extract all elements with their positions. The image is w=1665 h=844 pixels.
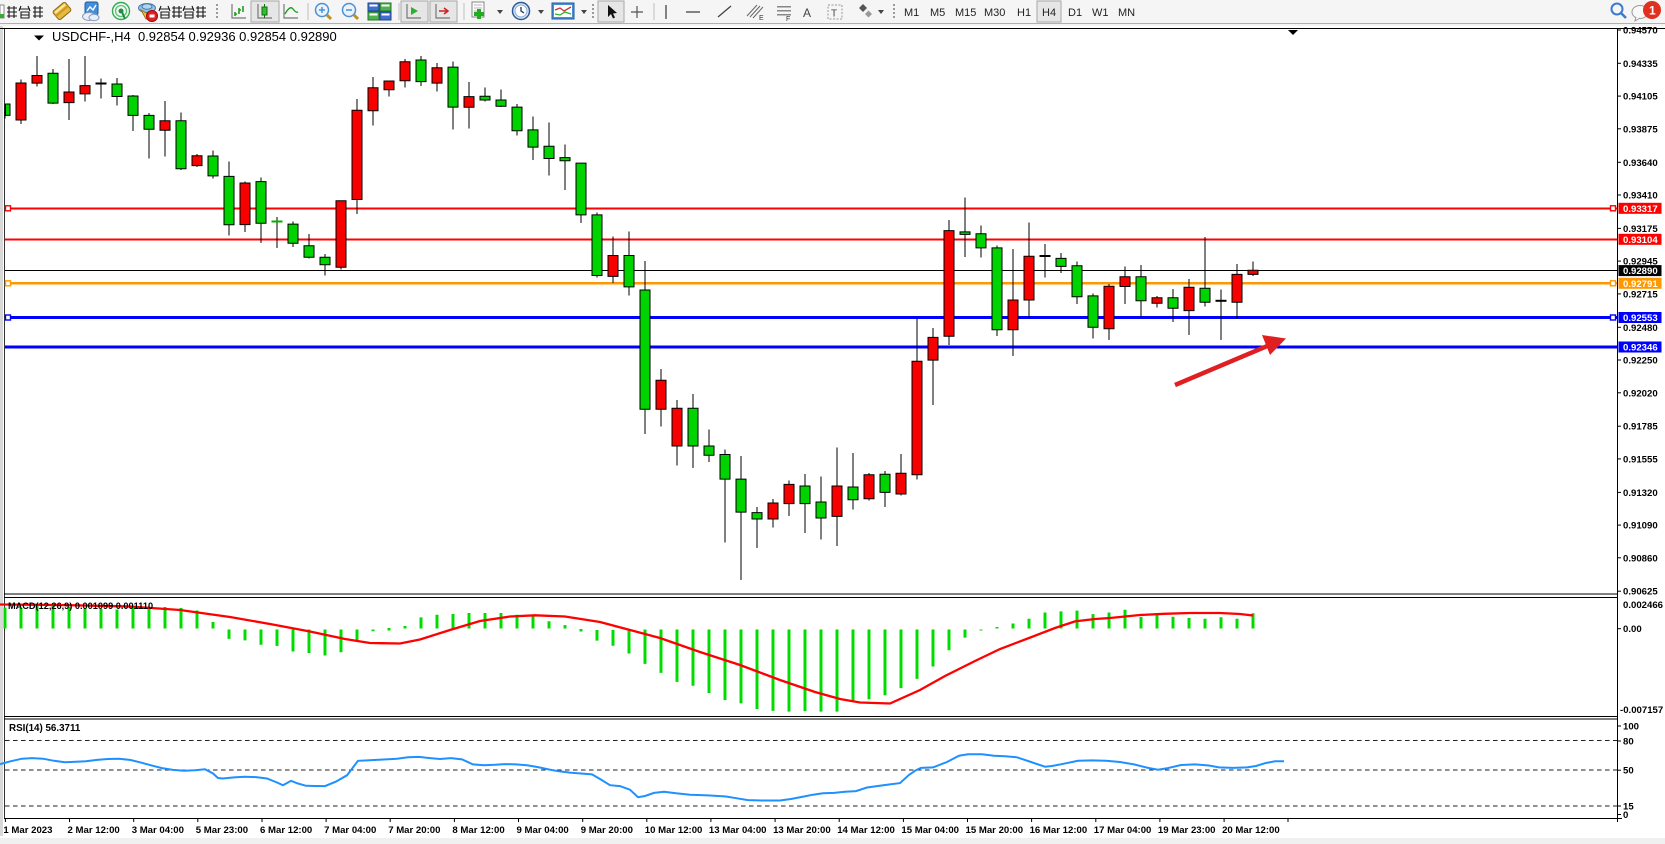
svg-text:0.002466: 0.002466 [1623, 600, 1663, 611]
svg-text:F: F [786, 16, 790, 23]
svg-text:0.91555: 0.91555 [1623, 454, 1658, 465]
svg-text:17 Mar 04:00: 17 Mar 04:00 [1094, 825, 1152, 836]
svg-text:3 Mar 04:00: 3 Mar 04:00 [132, 825, 184, 836]
svg-text:15 Mar 04:00: 15 Mar 04:00 [901, 825, 959, 836]
svg-text:8 Mar 12:00: 8 Mar 12:00 [452, 825, 504, 836]
svg-text:USDCHF-,H4 0.92854 0.92936 0.: USDCHF-,H4 0.92854 0.92936 0.92854 0.928… [52, 29, 337, 44]
svg-text:0.94105: 0.94105 [1623, 92, 1658, 103]
svg-text:0.92250: 0.92250 [1623, 356, 1658, 367]
svg-text:M5: M5 [930, 7, 945, 19]
svg-text:1: 1 [1649, 4, 1656, 18]
svg-text:50: 50 [1623, 766, 1634, 777]
svg-text:0.93317: 0.93317 [1623, 204, 1658, 215]
svg-text:0.92890: 0.92890 [1623, 266, 1658, 277]
svg-text:0.91090: 0.91090 [1623, 521, 1658, 532]
svg-text:M1: M1 [904, 7, 919, 19]
svg-text:H4: H4 [1042, 7, 1056, 19]
svg-text:9 Mar 20:00: 9 Mar 20:00 [581, 825, 633, 836]
svg-text:5 Mar 23:00: 5 Mar 23:00 [196, 825, 248, 836]
svg-text:0.90625: 0.90625 [1623, 587, 1658, 598]
svg-text:0.93410: 0.93410 [1623, 191, 1658, 202]
svg-text:W1: W1 [1092, 7, 1109, 19]
svg-text:2 Mar 12:00: 2 Mar 12:00 [68, 825, 120, 836]
svg-text:H1: H1 [1017, 7, 1031, 19]
svg-text:0.94570: 0.94570 [1623, 26, 1658, 37]
svg-text:13 Mar 20:00: 13 Mar 20:00 [773, 825, 831, 836]
svg-text:T: T [831, 9, 837, 20]
svg-text:0.91320: 0.91320 [1623, 488, 1658, 499]
svg-text:M15: M15 [955, 7, 976, 19]
svg-text:16 Mar 12:00: 16 Mar 12:00 [1030, 825, 1088, 836]
svg-text:80: 80 [1623, 737, 1634, 748]
svg-text:15: 15 [1623, 802, 1634, 813]
svg-text:7 Mar 20:00: 7 Mar 20:00 [388, 825, 440, 836]
svg-text:0.92715: 0.92715 [1623, 289, 1658, 300]
svg-text:0.92480: 0.92480 [1623, 323, 1658, 334]
svg-text:10 Mar 12:00: 10 Mar 12:00 [645, 825, 703, 836]
svg-text:7 Mar 04:00: 7 Mar 04:00 [324, 825, 376, 836]
svg-text:0.90860: 0.90860 [1623, 553, 1658, 564]
svg-text:13 Mar 04:00: 13 Mar 04:00 [709, 825, 767, 836]
svg-text:0.93640: 0.93640 [1623, 158, 1658, 169]
svg-text:0.94335: 0.94335 [1623, 59, 1658, 70]
svg-text:0.93104: 0.93104 [1623, 235, 1658, 246]
svg-text:E: E [759, 15, 764, 22]
svg-text:9 Mar 04:00: 9 Mar 04:00 [517, 825, 569, 836]
svg-text:-0.007157: -0.007157 [1620, 705, 1663, 716]
svg-text:MN: MN [1118, 7, 1135, 19]
svg-text:0.92945: 0.92945 [1623, 257, 1658, 268]
svg-text:0.93175: 0.93175 [1623, 224, 1658, 235]
svg-text:6 Mar 12:00: 6 Mar 12:00 [260, 825, 312, 836]
svg-text:0: 0 [1623, 810, 1628, 821]
svg-text:0.92346: 0.92346 [1623, 343, 1658, 354]
svg-text:MACD(12,26,9) 0.001099 0.00111: MACD(12,26,9) 0.001099 0.001110 [8, 601, 153, 611]
svg-text:14 Mar 12:00: 14 Mar 12:00 [837, 825, 895, 836]
svg-text:15 Mar 20:00: 15 Mar 20:00 [966, 825, 1024, 836]
svg-text:0.91785: 0.91785 [1623, 422, 1658, 433]
svg-text:0.00: 0.00 [1623, 624, 1642, 635]
svg-text:20 Mar 12:00: 20 Mar 12:00 [1222, 825, 1280, 836]
svg-text:0.92020: 0.92020 [1623, 388, 1658, 399]
svg-text:RSI(14) 56.3711: RSI(14) 56.3711 [9, 723, 81, 734]
svg-text:100: 100 [1623, 722, 1639, 733]
svg-text:19 Mar 23:00: 19 Mar 23:00 [1158, 825, 1216, 836]
svg-text:0.93875: 0.93875 [1623, 124, 1658, 135]
svg-text:1 Mar 2023: 1 Mar 2023 [3, 825, 52, 836]
svg-text:0.92791: 0.92791 [1623, 279, 1658, 290]
svg-text:A: A [803, 6, 811, 20]
svg-text:0.92553: 0.92553 [1623, 313, 1658, 324]
svg-text:M30: M30 [984, 7, 1005, 19]
svg-text:D1: D1 [1068, 7, 1082, 19]
